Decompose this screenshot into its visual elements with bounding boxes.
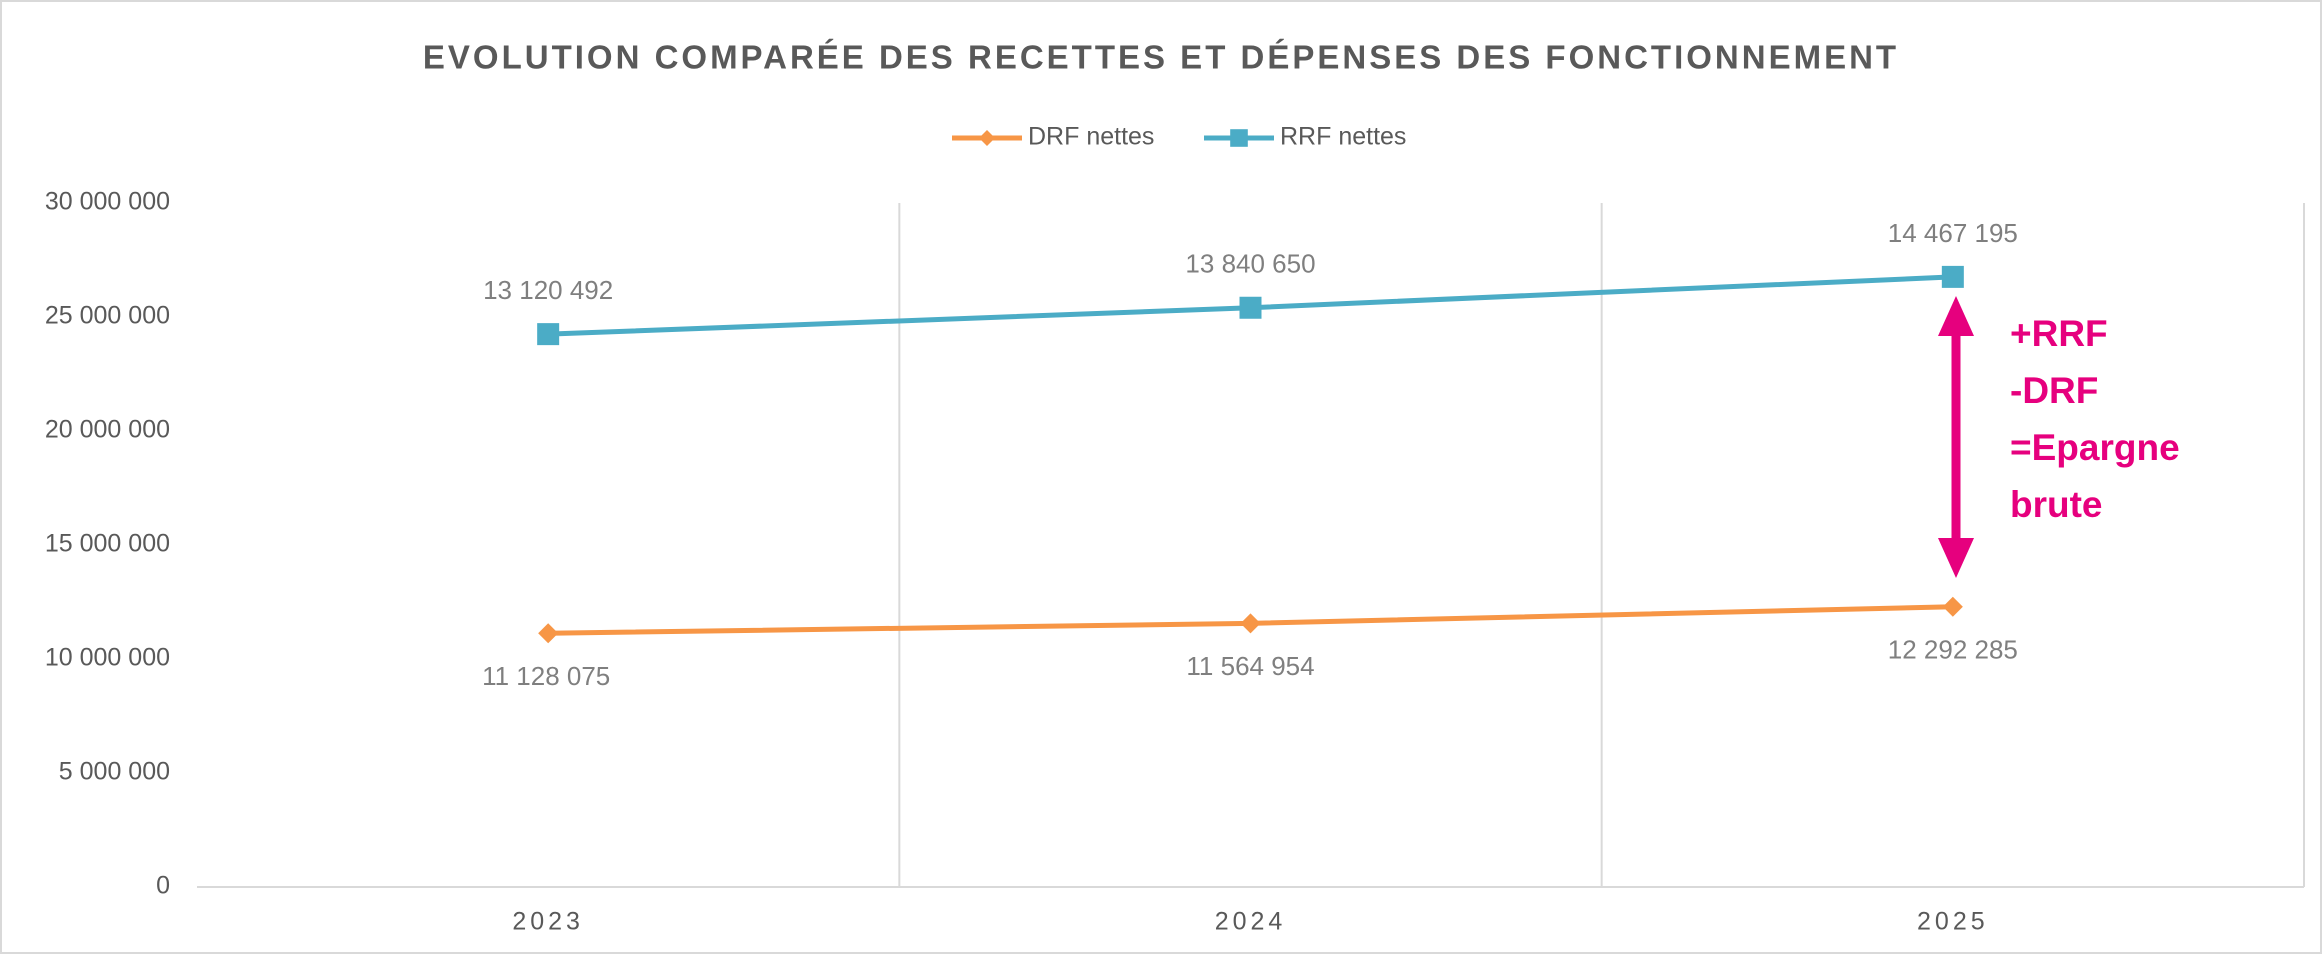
data-point [537, 323, 560, 346]
data-label: 12 292 285 [1888, 635, 2018, 665]
y-tick-label: 20 000 000 [45, 416, 170, 444]
annotation-text: =Epargne [2010, 427, 2180, 468]
data-label: 13 840 650 [1185, 249, 1315, 279]
y-tick-label: 0 [156, 872, 170, 900]
annotation-arrow-head [1938, 296, 1974, 336]
data-point [538, 623, 559, 644]
data-point [1941, 265, 1964, 288]
y-tick-label: 10 000 000 [45, 644, 170, 672]
y-tick-label: 30 000 000 [45, 188, 170, 216]
annotation-text: -DRF [2010, 370, 2098, 411]
data-label: 14 467 195 [1888, 218, 2018, 248]
y-tick-label: 15 000 000 [45, 530, 170, 558]
y-tick-label: 25 000 000 [45, 302, 170, 330]
data-point [1942, 596, 1963, 617]
x-tick-label: 2023 [512, 908, 584, 936]
data-point [1240, 613, 1261, 634]
data-label: 11 564 954 [1186, 651, 1314, 681]
annotation-text: brute [2010, 484, 2103, 525]
x-tick-label: 2024 [1215, 908, 1287, 936]
chart-title: EVOLUTION COMPARÉE DES RECETTES ET DÉPEN… [423, 39, 1899, 76]
data-point [1239, 296, 1262, 319]
data-label: 13 120 492 [483, 275, 613, 305]
legend-marker [1230, 129, 1248, 147]
legend-label: DRF nettes [1028, 123, 1154, 151]
annotation-text: +RRF [2010, 313, 2108, 354]
data-label: 11 128 075 [482, 661, 610, 691]
annotation-arrow-head [1938, 538, 1974, 578]
y-tick-label: 5 000 000 [59, 758, 170, 786]
legend-label: RRF nettes [1280, 123, 1406, 151]
legend-marker [979, 130, 995, 146]
x-tick-label: 2025 [1917, 908, 1989, 936]
